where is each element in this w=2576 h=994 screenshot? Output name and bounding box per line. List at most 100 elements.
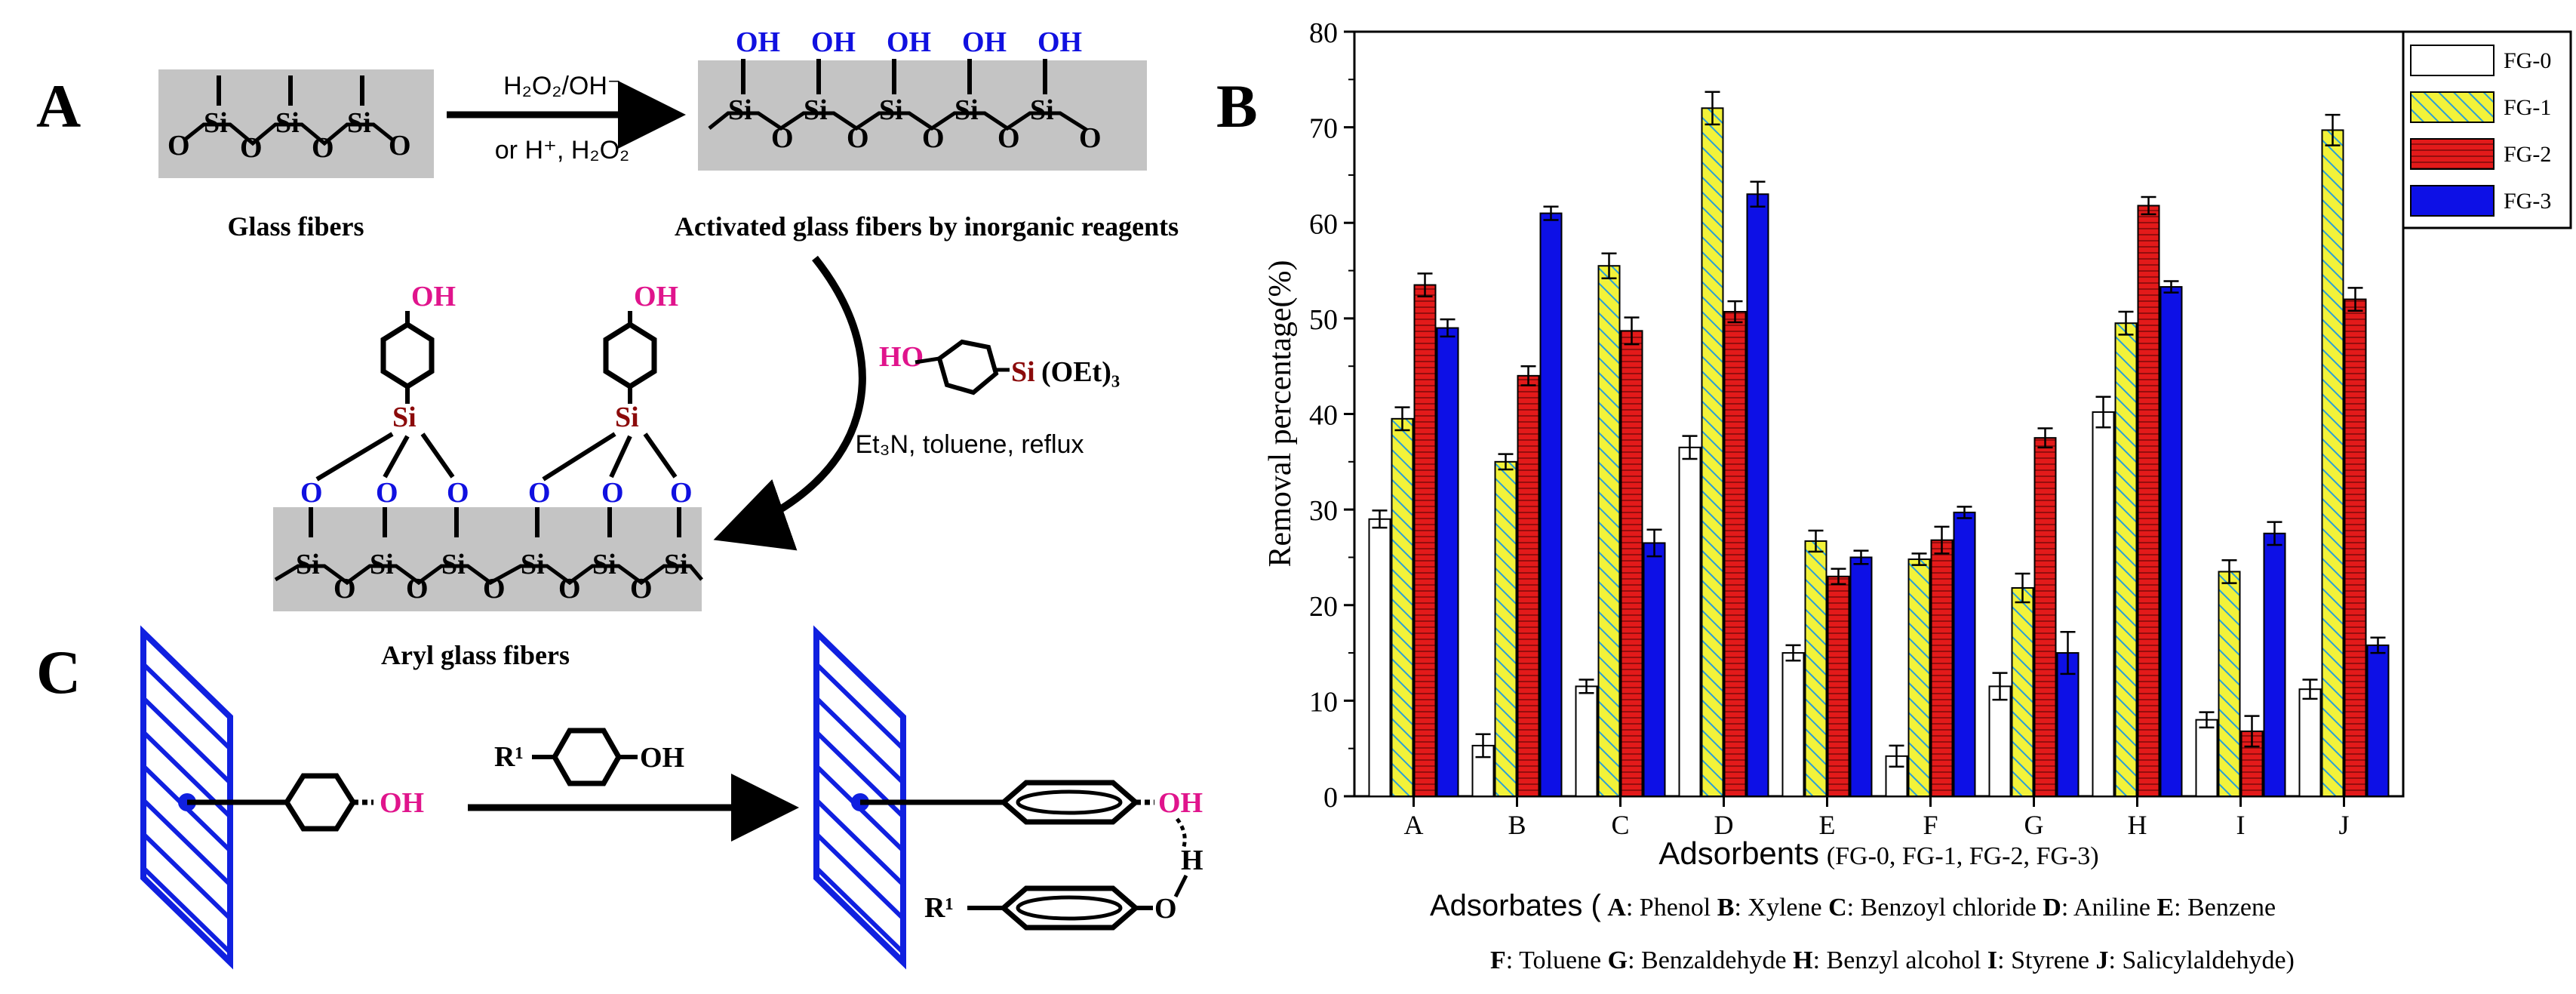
bar xyxy=(1827,575,1850,797)
bar xyxy=(2344,298,2367,797)
bar xyxy=(1597,265,1621,797)
si-atom: Si xyxy=(664,549,688,580)
bar xyxy=(1643,542,1666,797)
h-atom: H xyxy=(1181,845,1203,876)
reaction-arrow-functionalization xyxy=(713,255,866,551)
bar xyxy=(1517,374,1540,798)
legend-swatch xyxy=(2410,91,2495,123)
bar xyxy=(1575,685,1598,797)
o-atom: O xyxy=(771,122,794,154)
adsorbate-key: I xyxy=(1987,946,1997,974)
bar xyxy=(1413,284,1437,797)
legend-label: FG-3 xyxy=(2504,189,2551,214)
svg-text:F: Toluene G: Benzal: F: Toluene G: Benzaldehyde H: Benzyl alc… xyxy=(1490,946,2295,974)
adsorbate-name: : Phenol xyxy=(1626,894,1711,922)
silane-oet: (OEt)₃ xyxy=(1041,356,1120,388)
si-atom: Si xyxy=(592,549,616,580)
o-atom: O xyxy=(670,477,693,509)
x-tick-label: J xyxy=(2338,810,2349,840)
adsorbate-key: C xyxy=(1828,894,1847,922)
adsorbate-key: A xyxy=(1607,894,1626,922)
bar xyxy=(2137,205,2160,797)
o-atom: O xyxy=(1079,122,1102,154)
adsorbate-key: J xyxy=(2095,946,2108,974)
oh-group: OH xyxy=(736,26,780,58)
o-atom: O xyxy=(334,573,356,605)
oh-group: OH xyxy=(380,787,424,819)
bar xyxy=(2033,437,2057,797)
legend: FG-0 FG-1 FG-2 FG-3 xyxy=(2402,30,2572,229)
panel-label-b: B xyxy=(1216,72,1258,140)
bar xyxy=(1678,446,1701,797)
oh-group: OH xyxy=(887,26,931,58)
o-atom: O xyxy=(1154,893,1177,925)
x-tick-label: E xyxy=(1819,810,1836,840)
adsorbate-key: F xyxy=(1490,946,1506,974)
si-atom: Si xyxy=(296,549,320,580)
silane-si: Si xyxy=(1011,356,1035,388)
adsorbate-key: E xyxy=(2156,894,2174,922)
si-atom: Si xyxy=(879,94,903,126)
o-atom: O xyxy=(483,573,506,605)
aryl-fiber-structure: OH OH Si Si O O O O O O xyxy=(274,281,703,605)
bar xyxy=(1804,540,1827,797)
bar xyxy=(1494,460,1517,797)
si-atom: Si xyxy=(275,107,300,139)
o-atom: O xyxy=(998,122,1020,154)
adsorbate-name: : Benzyl alcohol xyxy=(1813,946,1981,974)
si-atom: Si xyxy=(392,402,417,433)
legend-label: FG-0 xyxy=(2504,48,2551,73)
o-atom: O xyxy=(376,477,398,509)
bar xyxy=(2092,411,2115,798)
x-tick-label: B xyxy=(1508,810,1526,840)
adsorbate-key: D xyxy=(2043,894,2061,922)
legend-swatch xyxy=(2410,45,2495,76)
bar xyxy=(1620,330,1643,797)
si-atom: Si xyxy=(521,549,545,580)
bar xyxy=(1988,685,2012,797)
adsorbate-name: : Aniline xyxy=(2061,894,2150,922)
bar xyxy=(1701,107,1724,798)
bar xyxy=(2011,586,2034,798)
o-atom: O xyxy=(389,130,411,162)
oh-group: OH xyxy=(634,281,678,312)
o-atom: O xyxy=(300,477,323,509)
bar xyxy=(1723,311,1747,798)
reaction-conditions: Et₃N, toluene, reflux xyxy=(856,430,1084,459)
y-tick-label: 0 xyxy=(1323,782,1338,814)
adsorbates-caption: Adsorbates ( A: Phenol B: Xylene C: Benz… xyxy=(1430,889,2295,974)
x-tick-label: H xyxy=(2128,810,2147,840)
si-atom: Si xyxy=(1030,94,1054,126)
adsorbates-title: Adsorbates ( xyxy=(1430,889,1601,922)
scheme-c: OH R¹ OH OH H R¹ O xyxy=(140,625,1203,970)
x-axis-label: Adsorbents (FG-0, FG-1, FG-2, FG-3) xyxy=(1658,836,2098,871)
si-atom: Si xyxy=(954,94,979,126)
adsorbate-name: : Salicylaldehyde) xyxy=(2108,946,2294,974)
y-tick-label: 40 xyxy=(1309,400,1338,432)
silane-reagent: HO Si (OEt)₃ xyxy=(879,339,1120,395)
y-tick-label: 20 xyxy=(1309,591,1338,623)
o-atom: O xyxy=(922,122,945,154)
bar xyxy=(2366,644,2390,797)
activated-fiber-structure: OH OH OH OH OH Si Si Si Si Si O O O O O xyxy=(708,26,1102,154)
oh-group: OH xyxy=(1037,26,1082,58)
oh-group: OH xyxy=(811,26,856,58)
x-tick-label: D xyxy=(1714,810,1734,840)
x-axis: A B C D E F G H I J xyxy=(1404,796,2350,840)
oh-group: OH xyxy=(411,281,456,312)
si-atom: Si xyxy=(615,402,639,433)
o-atom: O xyxy=(168,130,190,162)
si-atom: Si xyxy=(804,94,828,126)
bar xyxy=(2298,688,2322,797)
o-atom: O xyxy=(240,132,263,164)
si-atom: Si xyxy=(370,549,394,580)
bar xyxy=(1849,556,1873,797)
x-tick-label: A xyxy=(1404,810,1424,840)
o-atom: O xyxy=(528,477,551,509)
aryl-fiber-surface xyxy=(273,507,702,611)
x-tick-label: G xyxy=(2024,810,2044,840)
bar xyxy=(2159,286,2183,797)
bar xyxy=(1539,212,1563,797)
x-tick-label: F xyxy=(1923,810,1938,840)
bar xyxy=(2321,129,2344,797)
